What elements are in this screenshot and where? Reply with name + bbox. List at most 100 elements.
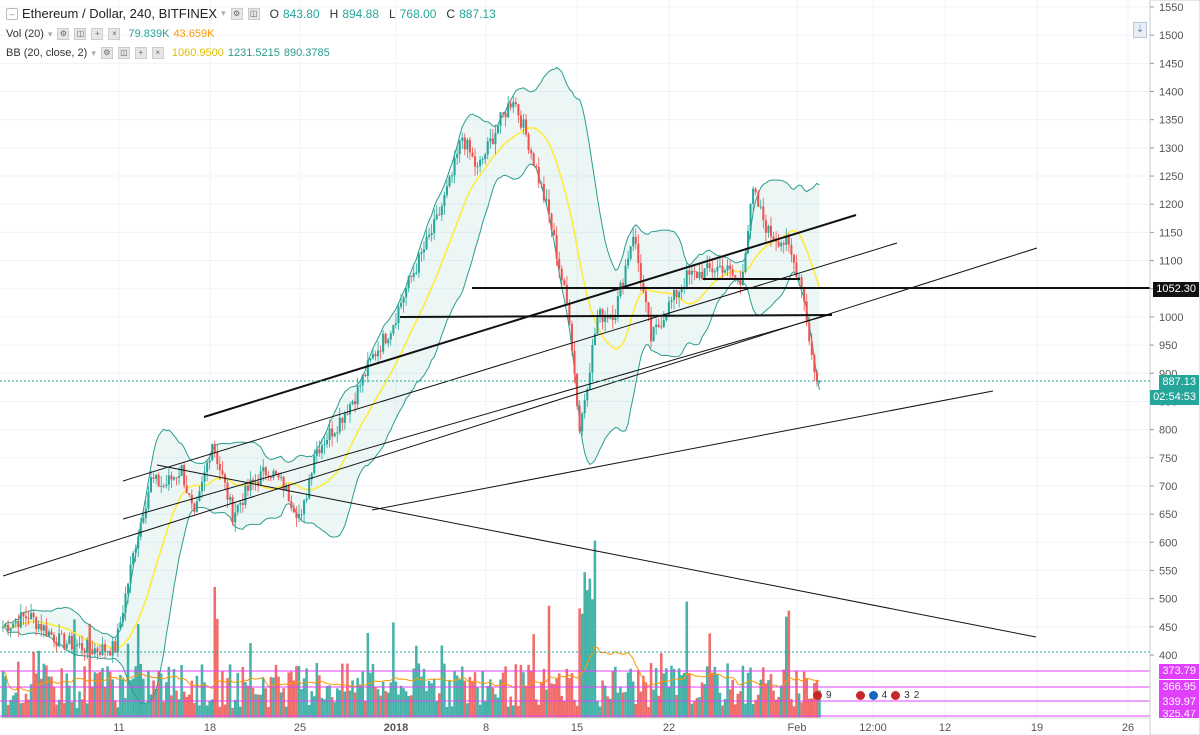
- volume-bar: [131, 678, 135, 718]
- close-icon[interactable]: ×: [108, 28, 121, 40]
- candle-body: [785, 235, 788, 245]
- flag-icon[interactable]: [813, 691, 822, 700]
- event-badges[interactable]: 9 4 3 2: [813, 690, 919, 701]
- candle-body: [320, 445, 323, 454]
- flag-icon[interactable]: [891, 691, 901, 700]
- volume-bar: [364, 700, 367, 718]
- candle-body: [591, 345, 594, 373]
- candle-body: [24, 616, 27, 619]
- volume-bar: [261, 677, 265, 718]
- volume-bar: [310, 691, 313, 718]
- price-axis[interactable]: [1149, 0, 1200, 735]
- volume-bar: [300, 689, 303, 718]
- volume-bar: [795, 670, 798, 718]
- candle-body: [55, 642, 58, 647]
- volume-bar: [369, 672, 372, 718]
- candle-body: [78, 643, 81, 645]
- volume-bar: [471, 681, 474, 718]
- horizontal-level-tag[interactable]: 1052.30: [1153, 282, 1199, 297]
- candle-body: [716, 266, 719, 272]
- volume-bar: [290, 671, 293, 718]
- volume-bar: [435, 700, 439, 718]
- hide-icon[interactable]: ◫: [117, 47, 130, 59]
- price-tick-label: 600: [1159, 537, 1177, 549]
- volume-bar: [6, 704, 10, 718]
- price-tick-label: 1300: [1159, 143, 1183, 155]
- candle-body: [45, 625, 48, 637]
- volume-bar: [512, 705, 515, 718]
- settings-icon[interactable]: ⚙: [230, 7, 243, 20]
- settings-icon[interactable]: ⚙: [57, 28, 70, 40]
- settings-icon[interactable]: ⚙: [100, 47, 113, 59]
- volume-bar: [782, 669, 786, 718]
- legend-menu-icon[interactable]: ▾: [221, 8, 226, 18]
- add-icon[interactable]: +: [91, 28, 104, 40]
- flag-icon[interactable]: [855, 691, 865, 700]
- candle-body: [440, 206, 443, 216]
- volume-bar: [455, 675, 459, 718]
- volume-bar: [116, 707, 120, 718]
- candle-body: [203, 472, 206, 482]
- volume-bar: [759, 679, 763, 718]
- bollinger-legend[interactable]: BB (20, close, 2) ▾ ⚙ ◫ + × 1060.9500 1231.…: [6, 47, 330, 59]
- volume-bar: [57, 699, 61, 718]
- volume-bar: [330, 697, 334, 718]
- volume-bar: [629, 668, 632, 718]
- legend-menu-icon[interactable]: ▾: [91, 47, 96, 58]
- volume-bar: [506, 706, 510, 718]
- candle-body: [644, 291, 647, 303]
- candle-body: [65, 643, 68, 649]
- flag-icon[interactable]: [868, 691, 878, 700]
- candle-body: [147, 492, 150, 509]
- volume-bar: [78, 691, 81, 718]
- scale-arrow-icon[interactable]: ⇣: [1133, 22, 1147, 38]
- candle-body: [532, 153, 535, 166]
- bollinger-upper-value: 1231.5215: [227, 47, 280, 59]
- candle-body: [229, 497, 232, 500]
- hide-icon[interactable]: ◫: [247, 7, 260, 20]
- candle-body: [175, 477, 178, 479]
- volume-bar: [24, 693, 28, 718]
- candle-body: [384, 333, 387, 344]
- volume-bar: [593, 540, 597, 718]
- volume-bar: [591, 599, 594, 718]
- candle-body: [542, 183, 545, 201]
- candle-body: [88, 639, 91, 650]
- candle-body: [300, 514, 303, 516]
- volume-bar: [149, 694, 153, 718]
- volume-bar: [394, 681, 398, 718]
- candle-body: [17, 621, 20, 628]
- volume-legend[interactable]: Vol (20) ▾ ⚙ ◫ + × 79.839K 43.659K: [6, 28, 214, 40]
- candle-body: [744, 253, 747, 273]
- legend-menu-icon[interactable]: ▾: [47, 28, 53, 39]
- candle-body: [382, 333, 385, 352]
- candle-body: [721, 265, 724, 273]
- volume-bar: [637, 670, 640, 718]
- time-tick-label: 18: [204, 722, 216, 734]
- high-value: 894.88: [342, 6, 380, 21]
- candle-body: [570, 323, 573, 351]
- candle-body: [698, 271, 701, 279]
- candle-body: [323, 444, 326, 446]
- volume-bar: [129, 680, 132, 718]
- volume-bar: [19, 703, 23, 718]
- candle-body: [27, 618, 30, 620]
- candle-body: [60, 633, 63, 635]
- volume-bar: [223, 704, 227, 718]
- collapse-icon[interactable]: –: [6, 7, 18, 20]
- candle-body: [517, 104, 520, 116]
- candle-body: [800, 277, 803, 289]
- volume-bar: [723, 699, 727, 718]
- volume-bar: [267, 707, 270, 718]
- close-icon[interactable]: ×: [151, 47, 164, 59]
- candle-body: [315, 449, 318, 456]
- hide-icon[interactable]: ◫: [74, 28, 87, 40]
- add-icon[interactable]: +: [134, 47, 147, 59]
- volume-bar: [514, 664, 518, 718]
- candle-body: [695, 271, 699, 279]
- low-value: 768.00: [399, 6, 437, 21]
- candle-body: [14, 621, 17, 624]
- symbol-legend[interactable]: – Ethereum / Dollar, 240, BITFINEX ▾ ⚙ ◫ …: [6, 6, 496, 21]
- candle-body: [310, 473, 313, 480]
